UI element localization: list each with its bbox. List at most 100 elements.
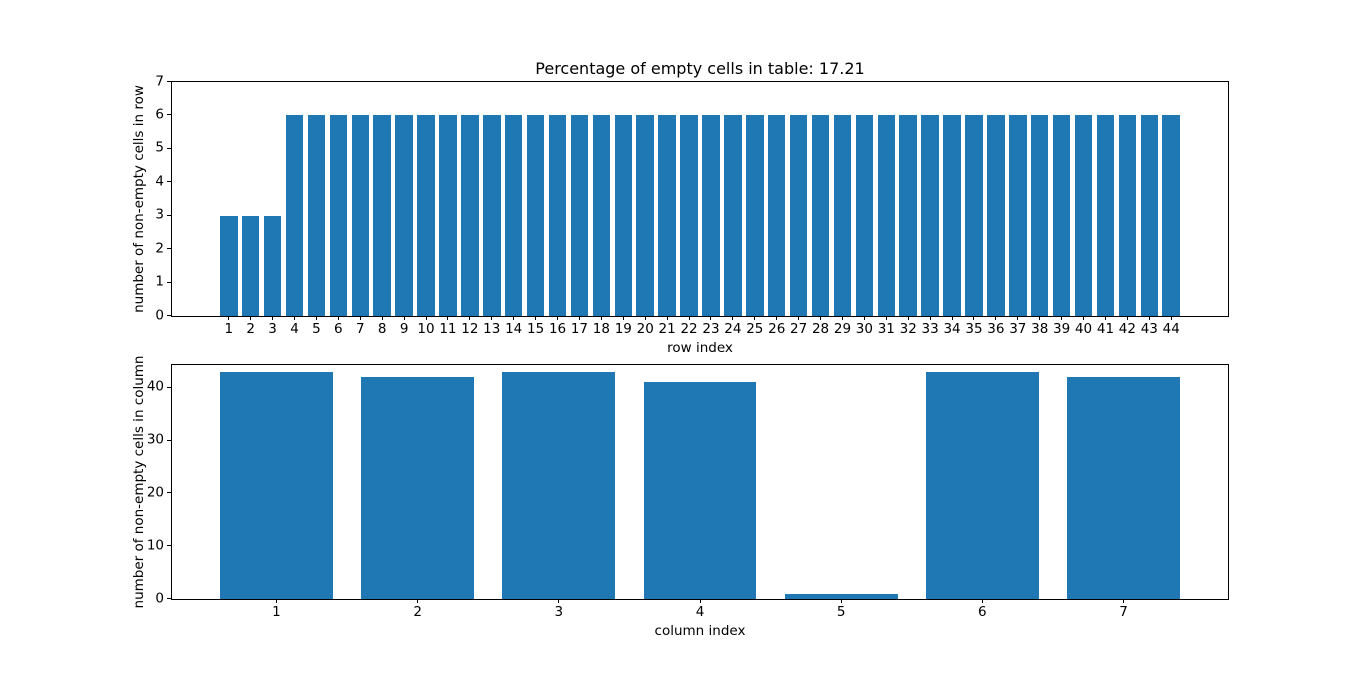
x-tick-mark bbox=[337, 316, 339, 320]
x-tick-label: 31 bbox=[877, 321, 895, 337]
bar bbox=[307, 115, 326, 316]
x-tick-label: 39 bbox=[1053, 321, 1071, 337]
y-tick-mark bbox=[167, 439, 171, 441]
x-tick-mark bbox=[1039, 316, 1041, 320]
bar bbox=[439, 115, 457, 316]
bar bbox=[1074, 115, 1093, 316]
x-tick-label: 19 bbox=[614, 321, 632, 337]
x-tick-mark bbox=[557, 316, 559, 320]
bar bbox=[361, 377, 475, 599]
y-tick-mark bbox=[167, 248, 171, 250]
bar bbox=[925, 371, 1039, 599]
bar bbox=[767, 115, 786, 316]
y-tick-mark bbox=[167, 492, 171, 494]
x-tick-label: 28 bbox=[811, 321, 830, 337]
bar bbox=[921, 115, 939, 316]
bar bbox=[220, 215, 238, 316]
x-tick-label: 2 bbox=[246, 321, 255, 337]
bottom-chart-ylabel: number of non-empty cells in column bbox=[131, 355, 147, 609]
y-tick-label: 2 bbox=[155, 240, 164, 257]
y-tick-label: 5 bbox=[155, 139, 164, 156]
bar bbox=[965, 115, 983, 316]
x-tick-mark bbox=[644, 316, 646, 320]
x-tick-label: 36 bbox=[987, 321, 1005, 337]
bar bbox=[1140, 115, 1159, 316]
top-chart-axes: 1 2 3 4 5 6 7 8 9 10 11 12 13 14 15 16 17 18 19 20 21 22 23 24 2… bbox=[155, 74, 1229, 337]
x-tick-label: 43 bbox=[1140, 321, 1158, 337]
x-tick-mark bbox=[447, 316, 449, 320]
x-tick-label: 6 bbox=[978, 604, 987, 620]
bar bbox=[263, 215, 282, 316]
y-tick-label: 10 bbox=[146, 537, 164, 554]
y-tick-label: 6 bbox=[155, 106, 164, 123]
x-tick-label: 25 bbox=[746, 321, 764, 337]
x-tick-label: 1 bbox=[224, 321, 234, 337]
bar bbox=[1162, 115, 1180, 316]
bar bbox=[417, 115, 435, 316]
bar bbox=[943, 115, 961, 316]
x-tick-mark bbox=[907, 316, 909, 320]
x-tick-label: 35 bbox=[965, 321, 983, 337]
x-tick-label: 15 bbox=[527, 321, 545, 337]
x-tick-mark bbox=[863, 316, 865, 320]
x-tick-mark bbox=[1170, 316, 1172, 320]
bar bbox=[784, 593, 898, 599]
x-tick-mark bbox=[710, 316, 712, 320]
x-tick-mark bbox=[513, 316, 515, 320]
y-tick-mark bbox=[167, 147, 171, 149]
y-tick-label: 30 bbox=[146, 431, 164, 448]
x-tick-mark bbox=[558, 599, 560, 603]
y-tick-label: 0 bbox=[155, 590, 164, 606]
x-tick-mark bbox=[1017, 316, 1019, 320]
x-tick-mark bbox=[315, 316, 317, 320]
x-tick-label: 44 bbox=[1162, 321, 1180, 337]
bar bbox=[643, 382, 757, 599]
x-tick-label: 4 bbox=[695, 604, 705, 620]
bar bbox=[548, 115, 567, 316]
x-tick-mark bbox=[622, 316, 624, 320]
bar bbox=[987, 115, 1005, 316]
y-tick-label: 1 bbox=[155, 273, 164, 290]
x-tick-mark bbox=[1123, 599, 1125, 603]
x-tick-mark bbox=[840, 599, 842, 603]
x-tick-mark bbox=[841, 316, 843, 320]
bar bbox=[395, 115, 413, 316]
top-chart-ylabel: number of non-empty cells in row bbox=[131, 85, 147, 313]
x-tick-label: 37 bbox=[1009, 321, 1027, 337]
bar bbox=[1009, 115, 1027, 316]
x-tick-label: 23 bbox=[702, 321, 720, 337]
x-tick-mark bbox=[578, 316, 580, 320]
bar bbox=[483, 115, 501, 316]
x-tick-label: 10 bbox=[417, 321, 435, 337]
bar bbox=[220, 371, 333, 599]
y-tick-mark bbox=[167, 114, 171, 116]
bar bbox=[1096, 115, 1115, 316]
bar bbox=[502, 371, 616, 599]
y-tick-label: 40 bbox=[146, 378, 164, 395]
y-tick-mark bbox=[167, 281, 171, 283]
bar bbox=[724, 115, 742, 316]
x-tick-label: 7 bbox=[1119, 604, 1128, 620]
bar bbox=[833, 115, 852, 316]
bar bbox=[746, 115, 764, 316]
x-tick-label: 32 bbox=[899, 321, 917, 337]
x-tick-mark bbox=[995, 316, 997, 320]
y-tick-mark bbox=[167, 315, 171, 316]
x-tick-label: 24 bbox=[724, 321, 742, 337]
x-tick-mark bbox=[929, 316, 931, 320]
bar bbox=[570, 115, 589, 316]
bar bbox=[680, 115, 698, 316]
bar bbox=[285, 115, 304, 316]
x-tick-mark bbox=[535, 316, 537, 320]
bar bbox=[526, 115, 545, 316]
x-tick-mark bbox=[275, 599, 277, 603]
x-tick-label: 21 bbox=[658, 321, 676, 337]
x-tick-mark bbox=[1126, 316, 1128, 320]
y-tick-mark bbox=[167, 181, 171, 183]
x-tick-mark bbox=[732, 316, 734, 320]
x-tick-mark bbox=[425, 316, 427, 320]
x-tick-label: 22 bbox=[680, 321, 698, 337]
bar bbox=[373, 115, 391, 316]
x-tick-mark bbox=[754, 316, 756, 320]
x-tick-mark bbox=[250, 316, 252, 320]
